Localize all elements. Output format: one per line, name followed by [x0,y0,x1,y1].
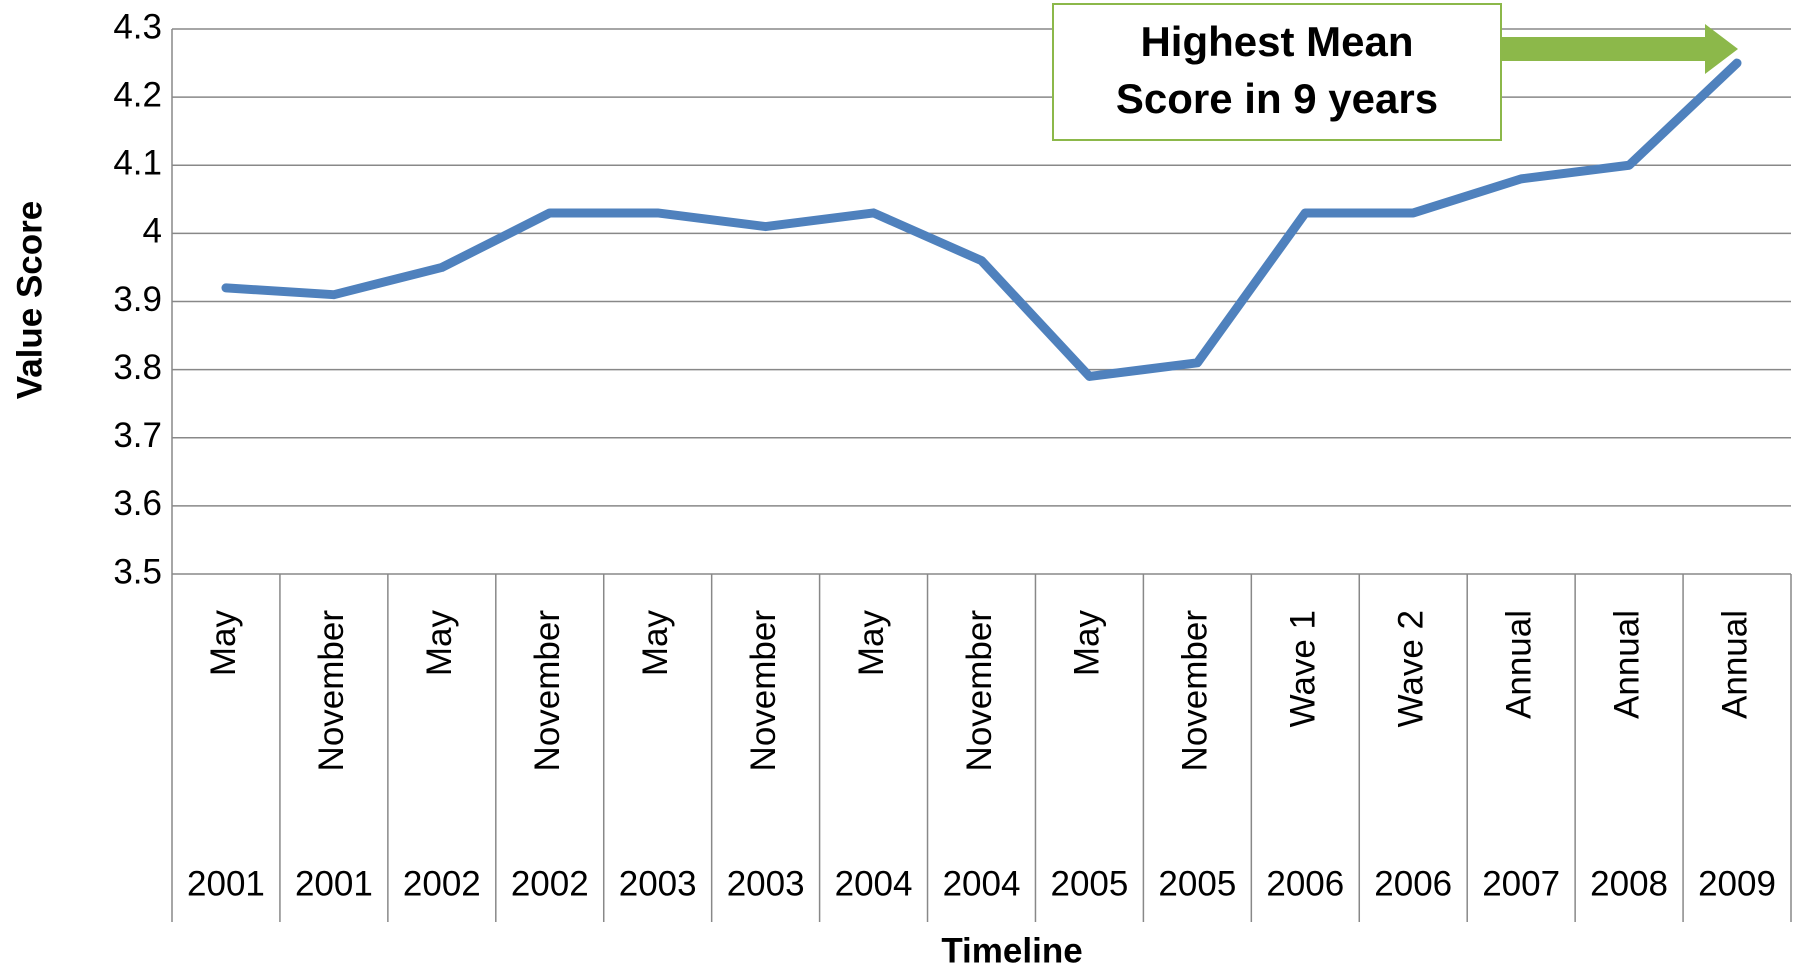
x-group-label: 2004 [835,864,913,903]
y-tick-label: 3.5 [113,552,162,591]
x-group-label: 2005 [1158,864,1236,903]
y-tick-label: 4.3 [113,7,162,46]
x-tick-label: Annual [1499,610,1538,719]
x-group-label: 2002 [511,864,589,903]
annotation-box [1052,3,1502,141]
x-group-label: 2001 [295,864,373,903]
y-tick-label: 3.7 [113,416,162,455]
x-tick-label: May [204,610,243,677]
x-tick-label: May [1068,610,1107,677]
x-group-label: 2003 [727,864,805,903]
annotation-text: Score in 9 years [1116,75,1438,122]
x-tick-label: November [312,610,351,772]
annotation-text: Highest Mean [1140,18,1413,65]
x-tick-label: November [960,610,999,772]
x-group-label: 2002 [403,864,481,903]
y-tick-label: 3.8 [113,348,162,387]
x-tick-label: Annual [1715,610,1754,719]
line-series [221,58,1742,381]
x-group-label: 2006 [1374,864,1452,903]
y-axis-title: Value Score [10,201,49,399]
x-tick-label: Wave 1 [1284,610,1323,727]
x-group-label: 2008 [1590,864,1668,903]
x-tick-label: November [1176,610,1215,772]
x-group-label: 2004 [943,864,1021,903]
y-tick-label: 3.6 [113,484,162,523]
x-tick-label: May [420,610,459,677]
y-tick-label: 3.9 [113,280,162,319]
y-tick-label: 4.2 [113,75,162,114]
x-tick-label: November [744,610,783,772]
y-tick-label: 4.1 [113,144,162,183]
x-tick-label: May [852,610,891,677]
y-tick-label: 4 [143,212,162,251]
x-axis-title: Timeline [941,931,1082,970]
x-tick-label: Annual [1607,610,1646,719]
x-group-label: 2006 [1266,864,1344,903]
x-tick-label: November [528,610,567,772]
x-group-label: 2007 [1482,864,1560,903]
x-group-label: 2003 [619,864,697,903]
annotation-arrow [1501,24,1738,74]
x-group-label: 2005 [1050,864,1128,903]
x-group-label: 2001 [187,864,265,903]
x-tick-label: May [636,610,675,677]
x-tick-label: Wave 2 [1391,610,1430,727]
x-group-label: 2009 [1698,864,1776,903]
